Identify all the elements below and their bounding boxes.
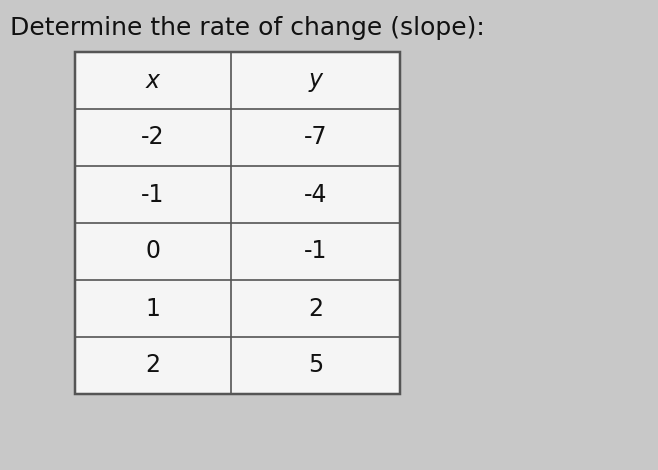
Text: -1: -1 [304, 240, 327, 264]
Text: 2: 2 [145, 353, 161, 377]
Text: 5: 5 [308, 353, 323, 377]
Text: -2: -2 [141, 125, 164, 149]
Text: -4: -4 [304, 182, 327, 206]
Bar [75, 52, 400, 394]
Text: y: y [309, 69, 322, 93]
Text: Determine the rate of change (slope):: Determine the rate of change (slope): [10, 16, 485, 40]
Text: 1: 1 [145, 297, 161, 321]
Text: -7: -7 [304, 125, 327, 149]
Text: 2: 2 [308, 297, 323, 321]
Text: x: x [146, 69, 160, 93]
Text: -1: -1 [141, 182, 164, 206]
Bar [75, 52, 400, 394]
Text: 0: 0 [145, 240, 161, 264]
